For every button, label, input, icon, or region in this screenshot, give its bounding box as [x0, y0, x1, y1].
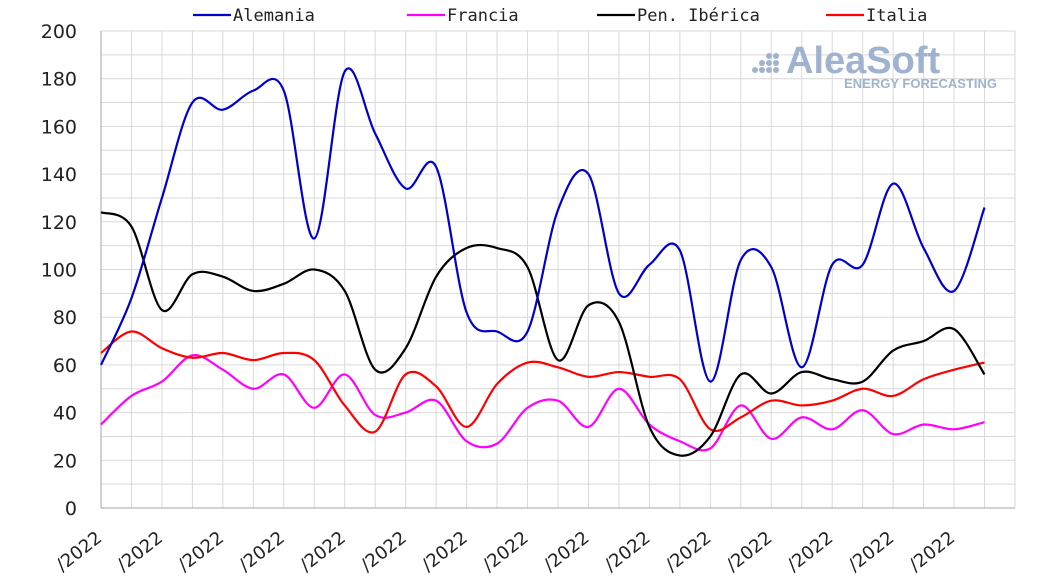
series-line-italia	[100, 330, 985, 434]
x-tick-label: /2022	[418, 527, 472, 575]
y-tick-label: 80	[53, 307, 77, 329]
y-tick-label: 120	[41, 212, 77, 234]
legend-item-pen-iberica: Pen. Ibérica	[597, 6, 760, 26]
x-tick-label: /2022	[174, 527, 228, 575]
x-tick-label: /2022	[540, 527, 594, 575]
y-tick-label: 20	[53, 450, 77, 472]
legend-label: Francia	[447, 6, 519, 26]
x-tick-label: /2022	[783, 527, 837, 575]
y-tick-label: 200	[41, 21, 77, 43]
y-tick-label: 140	[41, 164, 77, 186]
series-line-francia	[100, 354, 985, 452]
series-line-pen-iberica	[100, 211, 986, 457]
grid	[101, 30, 1016, 508]
x-tick-label: /2022	[844, 527, 898, 575]
x-tick-label: /2022	[296, 527, 350, 575]
watermark-logo: AleaSoft ENERGY FORECASTING	[752, 40, 997, 91]
legend-label: Alemania	[233, 6, 315, 26]
logo-text: AleaSoft	[786, 40, 940, 82]
series-line-alemania	[99, 67, 986, 383]
y-axis-ticks: 0 20 40 60 80 100 120 140 160 180 200	[41, 21, 77, 520]
x-tick-label: /2022	[113, 527, 167, 575]
logo-subtitle: ENERGY FORECASTING	[844, 76, 997, 91]
y-tick-label: 0	[65, 498, 77, 520]
logo-dots-icon	[752, 53, 779, 73]
legend-label: Pen. Ibérica	[637, 6, 760, 26]
x-tick-label: /2022	[479, 527, 533, 575]
legend: Alemania Francia Pen. Ibérica Italia	[193, 6, 927, 26]
y-tick-label: 180	[41, 69, 77, 91]
x-axis-ticks: /2022/2022/2022/2022/2022/2022/2022/2022…	[52, 527, 959, 575]
series-lines	[99, 67, 986, 457]
x-tick-label: /2022	[601, 527, 655, 575]
x-tick-label: /2022	[905, 527, 959, 575]
legend-item-francia: Francia	[407, 6, 519, 26]
y-tick-label: 100	[41, 260, 77, 282]
x-tick-label: /2022	[662, 527, 716, 575]
y-tick-label: 160	[41, 116, 77, 138]
x-tick-label: /2022	[52, 527, 106, 575]
y-tick-label: 40	[53, 403, 77, 425]
legend-item-alemania: Alemania	[193, 6, 315, 26]
x-tick-label: /2022	[723, 527, 777, 575]
y-tick-label: 60	[53, 355, 77, 377]
x-tick-label: /2022	[357, 527, 411, 575]
legend-item-italia: Italia	[826, 6, 927, 26]
legend-label: Italia	[866, 6, 927, 26]
x-tick-label: /2022	[235, 527, 289, 575]
axes	[100, 31, 1015, 509]
